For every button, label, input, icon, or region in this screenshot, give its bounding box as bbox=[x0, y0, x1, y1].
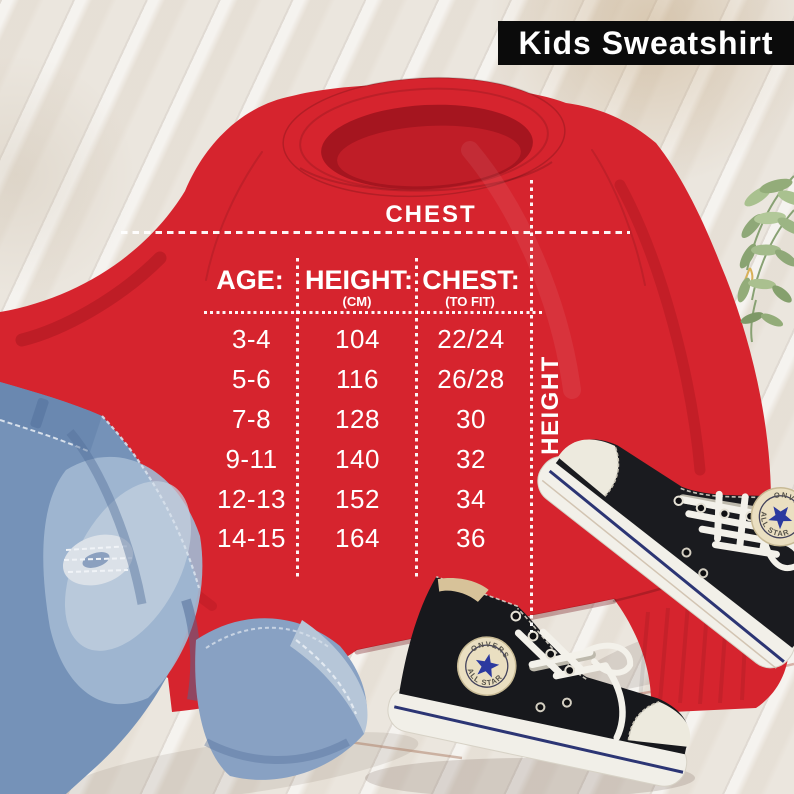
size-cell-age: 7-8 bbox=[231, 403, 272, 434]
size-cell-height: 164 bbox=[335, 523, 380, 554]
canvas-upper bbox=[555, 439, 794, 648]
size-cell-chest: 36 bbox=[456, 523, 486, 554]
dotted-line-col2 bbox=[415, 258, 418, 578]
product-title-label: Kids Sweatshirt bbox=[498, 21, 794, 65]
dotted-line-col1 bbox=[296, 258, 299, 578]
vent-eyelets bbox=[535, 697, 572, 713]
shoelaces bbox=[676, 490, 794, 572]
ankle-lining bbox=[437, 578, 489, 602]
star-icon bbox=[768, 506, 793, 530]
column-subheader-cm: (CM) bbox=[342, 294, 372, 309]
size-cell-age: 3-4 bbox=[231, 324, 272, 355]
size-cell-age: 14-15 bbox=[217, 523, 286, 554]
sneaker-right: CONVERSE ALL STAR bbox=[537, 439, 794, 669]
dotted-line-height bbox=[530, 180, 533, 632]
shoelaces bbox=[514, 628, 634, 741]
dotted-line-chest bbox=[121, 231, 630, 234]
size-cell-chest: 26/28 bbox=[437, 364, 505, 395]
side-seam bbox=[101, 415, 201, 589]
sole-pinstripe bbox=[548, 469, 785, 663]
all-star-patch: CONVERSE ALL STAR bbox=[457, 636, 517, 696]
star-icon bbox=[475, 653, 500, 678]
size-cell-height: 140 bbox=[335, 443, 380, 474]
plant-sprig bbox=[737, 175, 794, 343]
sneaker-bottom: CONVERSE ALL STAR bbox=[387, 575, 691, 787]
dotted-line-header-underline bbox=[204, 311, 545, 314]
fabric-folds bbox=[15, 141, 770, 655]
size-cell-height: 116 bbox=[336, 364, 379, 395]
waist-seam bbox=[0, 419, 91, 453]
distressed-patch bbox=[62, 534, 134, 586]
size-cell-age: 12-13 bbox=[217, 483, 286, 514]
size-cell-age: 9-11 bbox=[225, 443, 278, 474]
column-subheader-tofit: (TO FIT) bbox=[445, 294, 495, 309]
column-header-height: HEIGHT: bbox=[305, 265, 413, 295]
eyelets bbox=[510, 610, 576, 676]
denim-fold bbox=[66, 429, 147, 605]
size-cell-age: 5-6 bbox=[231, 364, 272, 395]
size-table: 3-4 104 22/24 5-6 116 26/28 7-8 128 30 9-11 140 32 1… bbox=[205, 320, 525, 559]
jeans-cuff bbox=[290, 620, 368, 734]
collar bbox=[282, 76, 566, 198]
size-cell-height: 128 bbox=[335, 403, 380, 434]
column-header-age: AGE: bbox=[216, 265, 284, 295]
chest-axis-label: CHEST bbox=[385, 201, 477, 228]
column-header-chest: CHEST: bbox=[422, 265, 520, 295]
jeans-folded-leg bbox=[195, 618, 368, 780]
size-cell-height: 152 bbox=[335, 483, 380, 514]
toe-cap bbox=[628, 701, 691, 747]
vent-eyelets bbox=[681, 547, 709, 579]
belt-loop bbox=[30, 397, 49, 429]
height-axis-label: HEIGHT bbox=[537, 355, 564, 455]
size-cell-chest: 22/24 bbox=[437, 324, 505, 355]
sole-pinstripe bbox=[393, 705, 684, 774]
toe-cap bbox=[557, 439, 619, 497]
denim-fold bbox=[181, 598, 201, 701]
size-cell-height: 104 bbox=[335, 324, 380, 355]
size-cell-chest: 32 bbox=[456, 443, 486, 474]
size-cell-chest: 34 bbox=[456, 483, 486, 514]
leaves bbox=[737, 178, 794, 327]
jeans bbox=[0, 382, 368, 794]
size-cell-chest: 30 bbox=[456, 403, 486, 434]
jeans-waistband bbox=[0, 382, 102, 452]
all-star-patch: CONVERSE ALL STAR bbox=[750, 483, 794, 547]
